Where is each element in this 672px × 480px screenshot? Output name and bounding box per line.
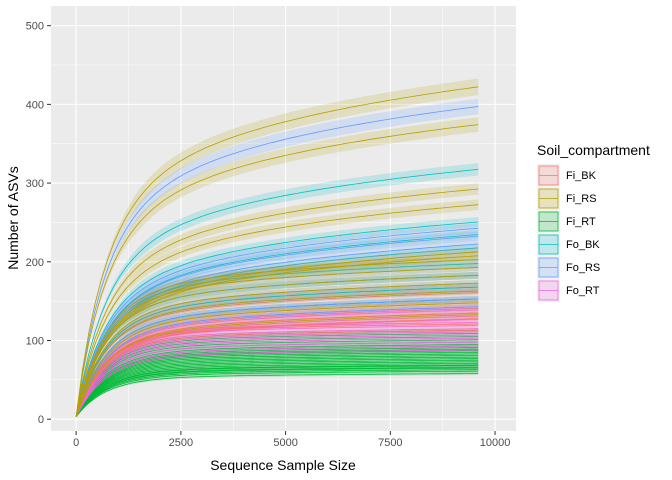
legend-label-Fi_BK: Fi_BK bbox=[566, 170, 597, 182]
series-line-Fo_RS bbox=[75, 243, 479, 417]
series-line-Fo_RT bbox=[75, 345, 479, 417]
series-line-Fi_BK bbox=[75, 307, 479, 417]
series-line-Fo_BK bbox=[75, 234, 479, 417]
series-line-Fo_BK bbox=[75, 263, 479, 417]
series-line-Fi_RT bbox=[75, 370, 479, 418]
series-line-Fi_RT bbox=[75, 347, 479, 417]
series-line-Fi_RT bbox=[75, 356, 479, 418]
series-line-Fi_RS bbox=[75, 255, 479, 417]
series-line-Fo_RT bbox=[75, 331, 479, 417]
series-line-Fi_RT bbox=[75, 353, 479, 417]
legend-label-Fo_RS: Fo_RS bbox=[566, 262, 600, 274]
series-line-Fo_RT bbox=[75, 337, 479, 417]
series-line-Fi_RT bbox=[75, 350, 479, 417]
series-line-Fi_RT bbox=[75, 362, 479, 418]
series-line-Fi_RS bbox=[75, 259, 479, 417]
series-line-Fo_BK bbox=[75, 221, 479, 417]
series-line-Fo_RT bbox=[75, 349, 479, 417]
series-line-Fi_BK bbox=[75, 329, 479, 417]
series-line-Fi_RS bbox=[75, 274, 479, 417]
y-axis: 0 100 200 300 400 500 bbox=[26, 21, 51, 426]
series-line-Fi_RT bbox=[75, 366, 479, 418]
x-tick-label: 0 bbox=[73, 437, 79, 449]
series-line-Fi_RS bbox=[75, 282, 479, 417]
series-line-Fi_RS bbox=[75, 188, 479, 417]
series-group bbox=[75, 78, 479, 418]
series-line-Fi_RT bbox=[75, 365, 479, 418]
series-line-Fo_RT bbox=[75, 309, 479, 417]
legend: Soil_compartment Fi_BK Fi_RS Fi_RT Fo_BK Fo_… bbox=[537, 142, 650, 302]
series-line-Fo_RS bbox=[75, 106, 479, 417]
y-tick-label: 0 bbox=[38, 414, 44, 426]
y-tick-label: 500 bbox=[26, 21, 44, 33]
y-tick-label: 100 bbox=[26, 335, 44, 347]
series-line-Fo_RT bbox=[75, 341, 479, 417]
series-line-Fi_RT bbox=[75, 333, 479, 417]
series-line-Fo_BK bbox=[75, 247, 479, 417]
series-line-Fo_RS bbox=[75, 235, 479, 417]
series-line-Fo_RT bbox=[75, 325, 479, 417]
legend-label-Fo_BK: Fo_BK bbox=[566, 239, 600, 251]
legend-label-Fi_RS: Fi_RS bbox=[566, 193, 597, 205]
x-tick-label: 2500 bbox=[169, 437, 193, 449]
series-line-Fi_RT bbox=[75, 364, 479, 418]
legend-title: Soil_compartment bbox=[537, 142, 650, 158]
series-line-Fo_RS bbox=[75, 306, 479, 417]
series-line-Fi_BK bbox=[75, 312, 479, 417]
series-line-Fi_RT bbox=[75, 373, 479, 418]
series-line-Fi_RT bbox=[75, 348, 479, 417]
series-line-Fi_RT bbox=[75, 339, 479, 417]
series-line-Fi_RS bbox=[75, 251, 479, 417]
series-line-Fi_RS bbox=[75, 86, 479, 417]
series-line-Fi_BK bbox=[75, 292, 479, 417]
series-line-Fo_RT bbox=[75, 334, 479, 417]
series-line-Fi_RS bbox=[75, 302, 479, 417]
series-line-Fo_RS bbox=[75, 298, 479, 417]
series-line-Fi_RS bbox=[75, 204, 479, 417]
series-line-Fo_BK bbox=[75, 286, 479, 417]
series-line-Fi_RT bbox=[75, 351, 479, 417]
series-line-Fi_RT bbox=[75, 336, 479, 417]
y-tick-label: 300 bbox=[26, 178, 44, 190]
series-line-Fi_RT bbox=[75, 367, 479, 418]
x-tick-label: 10000 bbox=[480, 437, 511, 449]
series-line-Fi_RT bbox=[75, 361, 479, 418]
y-tick-label: 200 bbox=[26, 257, 44, 269]
series-line-Fi_RT bbox=[75, 358, 479, 418]
x-tick-label: 7500 bbox=[378, 437, 402, 449]
series-line-Fo_BK bbox=[75, 168, 479, 417]
series-line-Fo_RT bbox=[75, 328, 479, 417]
grid-lines bbox=[51, 6, 516, 431]
series-line-Fi_BK bbox=[75, 323, 479, 417]
series-line-Fo_RT bbox=[75, 318, 479, 417]
series-line-Fi_RT bbox=[75, 369, 479, 418]
series-line-Fi_RS bbox=[75, 124, 479, 417]
series-line-Fi_RS bbox=[75, 290, 479, 417]
legend-label-Fo_RT: Fo_RT bbox=[566, 285, 600, 297]
y-axis-title: Number of ASVs bbox=[5, 166, 21, 270]
series-line-Fi_RT bbox=[75, 344, 479, 417]
series-line-Fi_RT bbox=[75, 355, 479, 418]
x-axis-title: Sequence Sample Size bbox=[210, 457, 356, 473]
series-line-Fi_BK bbox=[75, 318, 479, 417]
series-line-Fo_RS bbox=[75, 227, 479, 417]
series-line-Fi_RS bbox=[75, 267, 479, 417]
y-tick-label: 400 bbox=[26, 99, 44, 111]
series-line-Fi_RS bbox=[75, 314, 479, 417]
series-line-Fi_RT bbox=[75, 359, 479, 418]
x-tick-label: 5000 bbox=[273, 437, 297, 449]
x-axis: 0 2500 5000 7500 10000 bbox=[73, 431, 510, 449]
legend-label-Fi_RT: Fi_RT bbox=[566, 216, 596, 228]
